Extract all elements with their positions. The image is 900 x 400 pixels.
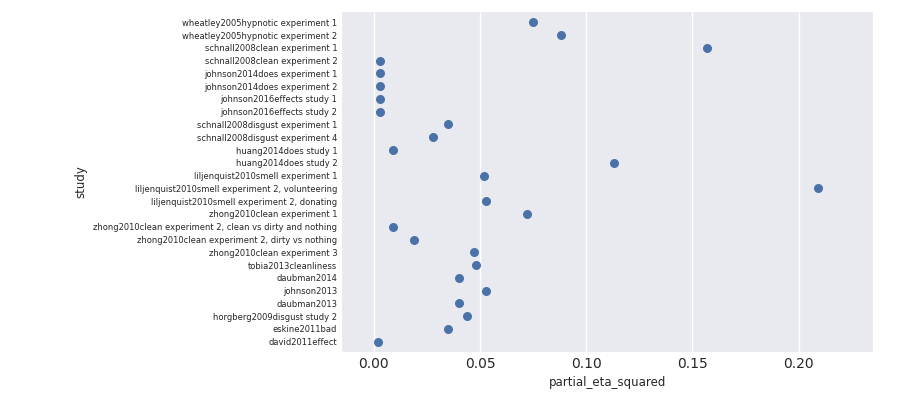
Point (407, 236, 421, 243)
Point (441, 121, 455, 128)
Point (373, 70, 387, 76)
Point (452, 300, 466, 307)
Point (554, 32, 568, 38)
Point (441, 326, 455, 332)
Point (373, 83, 387, 89)
Point (373, 108, 387, 115)
Point (373, 96, 387, 102)
Point (460, 313, 474, 320)
Point (479, 198, 493, 204)
X-axis label: partial_eta_squared: partial_eta_squared (549, 376, 666, 390)
Point (371, 338, 385, 345)
Point (519, 211, 534, 217)
Point (700, 44, 715, 51)
Point (452, 275, 466, 281)
Point (811, 185, 825, 192)
Point (426, 134, 440, 140)
Point (469, 262, 483, 268)
Y-axis label: study: study (75, 166, 87, 198)
Point (477, 172, 491, 179)
Point (386, 224, 400, 230)
Point (526, 19, 540, 26)
Point (479, 288, 493, 294)
Point (466, 249, 481, 256)
Point (373, 57, 387, 64)
Point (607, 160, 621, 166)
Point (386, 147, 400, 153)
